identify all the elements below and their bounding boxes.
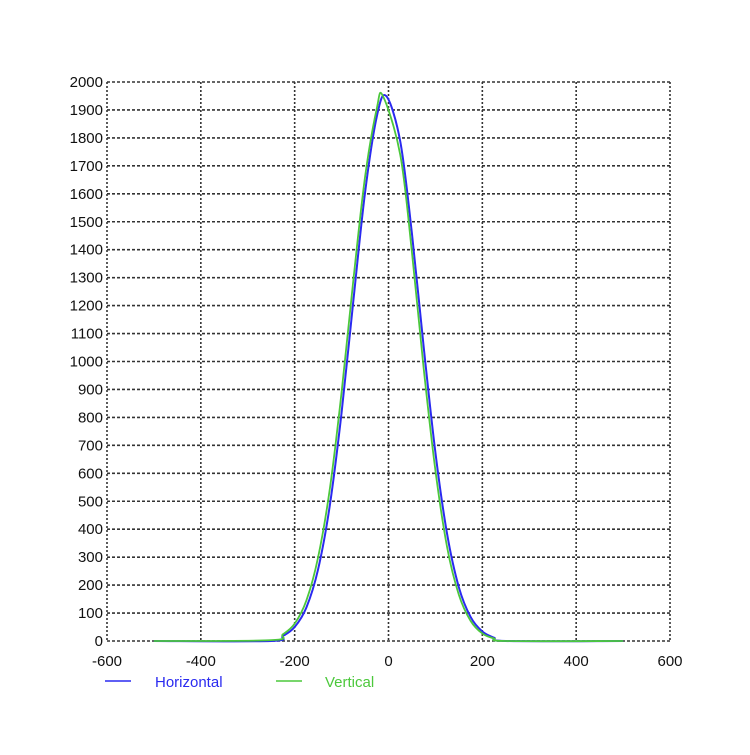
- x-tick-label: 200: [470, 653, 495, 670]
- series-line-horizontal: [153, 94, 624, 643]
- series-line-vertical: [153, 91, 624, 643]
- legend: Horizontal Vertical: [105, 674, 374, 691]
- y-tick-label: 1300: [70, 270, 103, 287]
- x-tick-label: 0: [384, 653, 392, 670]
- x-tick-label: 600: [657, 653, 682, 670]
- y-tick-label: 600: [78, 465, 103, 482]
- y-tick-label: 400: [78, 521, 103, 538]
- y-tick-label: 1500: [70, 214, 103, 231]
- y-tick-label: 1900: [70, 102, 103, 119]
- y-tick-label: 500: [78, 493, 103, 510]
- x-tick-label: 400: [564, 653, 589, 670]
- y-tick-label: 0: [95, 633, 103, 650]
- y-tick-label: 300: [78, 549, 103, 566]
- x-tick-label: -200: [280, 653, 310, 670]
- y-tick-label: 100: [78, 605, 103, 622]
- y-tick-label: 900: [78, 381, 103, 398]
- series-lines: [153, 91, 624, 643]
- x-tick-label: -600: [92, 653, 122, 670]
- y-tick-label: 200: [78, 577, 103, 594]
- y-tick-label: 1800: [70, 130, 103, 147]
- y-tick-label: 1100: [71, 326, 103, 343]
- legend-label-vertical: Vertical: [325, 674, 374, 691]
- grid: [106, 81, 671, 642]
- y-tick-label: 2000: [70, 74, 103, 91]
- y-tick-label: 1200: [70, 298, 103, 315]
- x-axis-ticks: -600 -400 -200 0 200 400 600: [92, 653, 683, 670]
- x-tick-label: -400: [186, 653, 216, 670]
- y-tick-label: 1700: [70, 158, 103, 175]
- y-tick-label: 1000: [70, 354, 103, 371]
- y-tick-label: 700: [78, 437, 103, 454]
- legend-label-horizontal: Horizontal: [155, 674, 223, 691]
- y-tick-label: 1400: [70, 242, 103, 259]
- y-axis-ticks: 0 100 200 300 400 500 600 700 800 900 1000 1100 1200…: [70, 74, 103, 650]
- y-tick-label: 800: [78, 409, 103, 426]
- y-tick-label: 1600: [70, 186, 103, 203]
